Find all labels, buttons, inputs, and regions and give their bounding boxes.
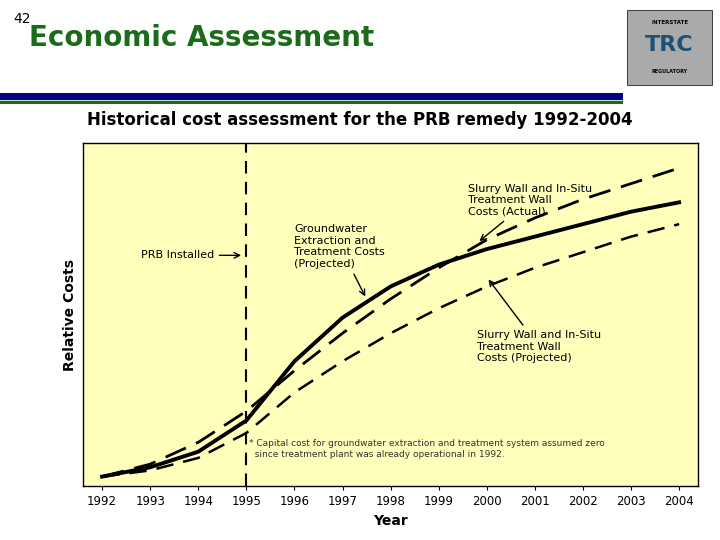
Text: INTERSTATE: INTERSTATE xyxy=(651,21,688,25)
Text: TRC: TRC xyxy=(645,35,694,55)
Text: * Capital cost for groundwater extraction and treatment system assumed zero
  si: * Capital cost for groundwater extractio… xyxy=(249,439,605,458)
Y-axis label: Relative Costs: Relative Costs xyxy=(63,259,77,370)
Text: PRB Installed: PRB Installed xyxy=(140,251,240,260)
X-axis label: Year: Year xyxy=(373,514,408,528)
Text: Historical cost assessment for the PRB remedy 1992-2004: Historical cost assessment for the PRB r… xyxy=(87,111,633,129)
Text: Slurry Wall and In-Situ
Treatment Wall
Costs (Actual): Slurry Wall and In-Situ Treatment Wall C… xyxy=(467,184,592,240)
Text: REGULATORY: REGULATORY xyxy=(652,69,688,74)
Text: Slurry Wall and In-Situ
Treatment Wall
Costs (Projected): Slurry Wall and In-Situ Treatment Wall C… xyxy=(477,281,601,363)
Text: 42: 42 xyxy=(13,12,30,26)
Text: Economic Assessment: Economic Assessment xyxy=(29,24,374,52)
Text: Groundwater
Extraction and
Treatment Costs
(Projected): Groundwater Extraction and Treatment Cos… xyxy=(294,224,385,295)
